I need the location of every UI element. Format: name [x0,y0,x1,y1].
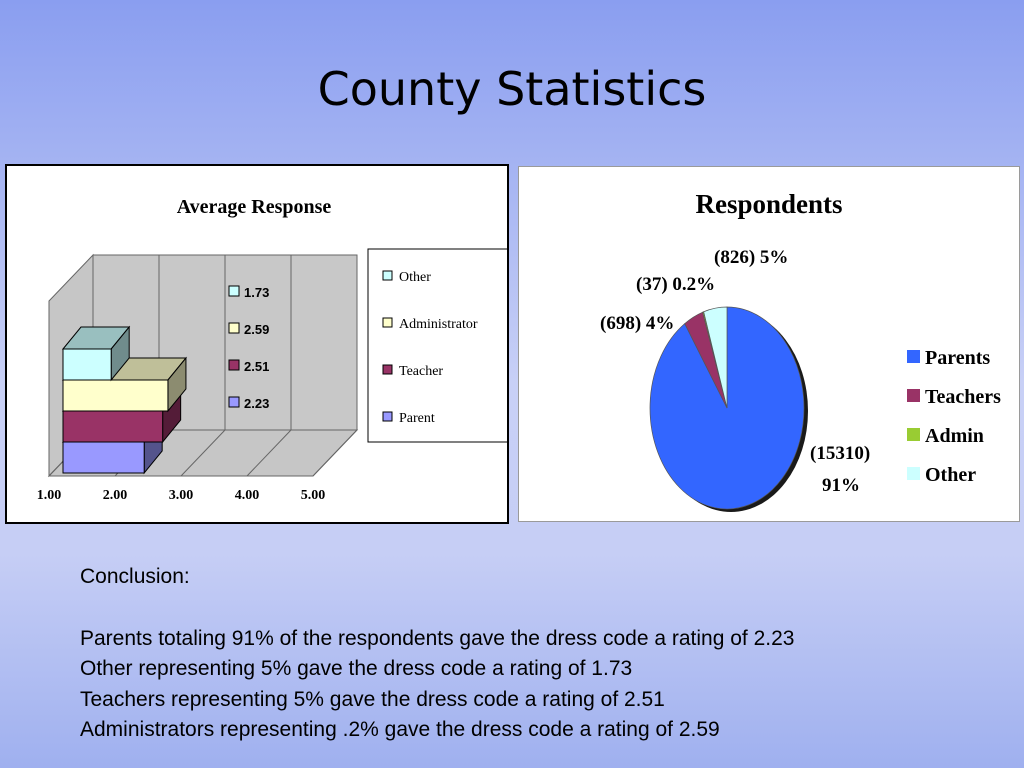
value-label: 1.73 [244,285,269,300]
legend-swatch [907,467,920,480]
legend-label: Other [925,464,976,486]
x-tick-label: 4.00 [235,488,260,503]
pie-chart-title: Respondents [695,189,842,219]
bar-teacher [62,410,164,443]
bar-administrator [62,379,169,412]
average-response-chart: Average Response 1.73 2.59 2.51 2.23 1.00 2.… [5,164,509,524]
legend-swatch [382,317,393,328]
slide-title: County Statistics [317,62,707,116]
respondents-svg: Respondents (15310) 91% (698) 4% (37) 0.2% (… [600,189,1001,512]
slice-label-admin: (37) 0.2% [636,274,715,295]
legend-label: Administrator [399,317,478,332]
value-label-marker [228,322,240,334]
bar-chart-title: Average Response [177,196,332,218]
legend-label: Parents [925,347,990,369]
respondents-chart: Respondents (15310) 91% (698) 4% (37) 0.2% (… [518,166,1020,522]
value-label: 2.51 [244,359,269,374]
conclusion-line: Parents totaling 91% of the respondents … [80,626,795,650]
conclusion-text: Conclusion: Parents totaling 91% of the … [80,562,1010,746]
x-tick-label: 2.00 [103,488,128,503]
legend-label: Parent [399,411,435,426]
legend-label: Admin [925,425,984,447]
conclusion-line: Administrators representing .2% gave the… [80,718,720,741]
legend-box [367,248,507,443]
x-tick-label: 5.00 [301,488,326,503]
legend-label: Teacher [399,364,443,379]
value-label: 2.59 [244,322,269,337]
gridline [312,429,358,477]
pie-slice-other [703,306,728,409]
conclusion-line: Teachers representing 5% gave the dress … [80,687,665,711]
legend-label: Teachers [925,386,1001,408]
legend-swatch [907,350,920,363]
bar-parent [62,441,145,474]
conclusion-line: Other representing 5% gave the dress cod… [80,657,633,680]
legend-swatch [382,411,393,422]
value-label: 2.23 [244,396,269,411]
slice-label-teachers: (698) 4% [600,313,674,334]
x-tick-label: 1.00 [37,488,62,503]
legend-label: Other [399,270,431,285]
x-tick-label: 3.00 [169,488,194,503]
legend-swatch [907,389,920,402]
gridline [180,429,226,477]
value-label-marker [228,359,240,371]
slice-label-other: (826) 5% [714,247,788,268]
slice-label-parents: (15310) [810,443,870,464]
average-response-svg: Average Response 1.73 2.59 2.51 2.23 1.00 2.… [37,196,507,503]
bar-other [62,348,112,381]
legend-swatch [382,270,393,281]
value-label-marker [228,285,240,297]
slice-label-parents: 91% [822,475,860,496]
gridline [246,429,292,477]
legend-swatch [907,428,920,441]
conclusion-heading: Conclusion: [80,565,190,588]
value-label-marker [228,396,240,408]
legend-swatch [382,364,393,375]
